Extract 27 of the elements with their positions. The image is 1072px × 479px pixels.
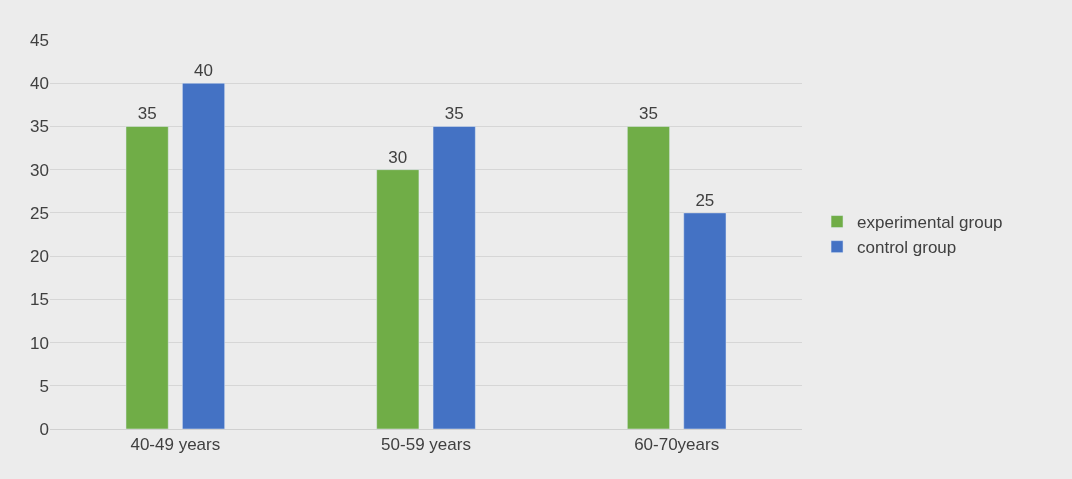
legend-label: experimental group xyxy=(857,213,1003,233)
data-label: 25 xyxy=(695,190,715,210)
x-tick-label: 50-59 years xyxy=(381,435,471,455)
y-tick-label: 40 xyxy=(30,74,49,94)
bar xyxy=(683,212,727,429)
data-label: 35 xyxy=(137,104,157,124)
y-tick-label: 15 xyxy=(30,290,49,310)
bar xyxy=(125,126,169,429)
y-tick-label: 10 xyxy=(30,333,49,353)
y-tick-label: 20 xyxy=(30,247,49,267)
y-tick-label: 30 xyxy=(30,160,49,180)
bar xyxy=(432,126,476,429)
data-label: 40 xyxy=(194,61,213,81)
y-tick-label: 45 xyxy=(30,30,49,50)
y-tick-label: 35 xyxy=(30,117,49,137)
data-label: 30 xyxy=(388,147,408,167)
x-tick-label: 60-70years xyxy=(634,435,720,455)
legend-label: control group xyxy=(857,238,957,258)
data-label: 35 xyxy=(639,104,658,124)
y-tick-label: 0 xyxy=(39,419,49,439)
bar xyxy=(376,169,420,429)
y-tick-label: 5 xyxy=(39,376,49,396)
y-tick-label: 25 xyxy=(30,203,49,223)
bar xyxy=(627,126,670,429)
data-label: 35 xyxy=(444,104,464,124)
x-tick-label: 40-49 years xyxy=(130,435,221,455)
bar xyxy=(182,82,225,429)
